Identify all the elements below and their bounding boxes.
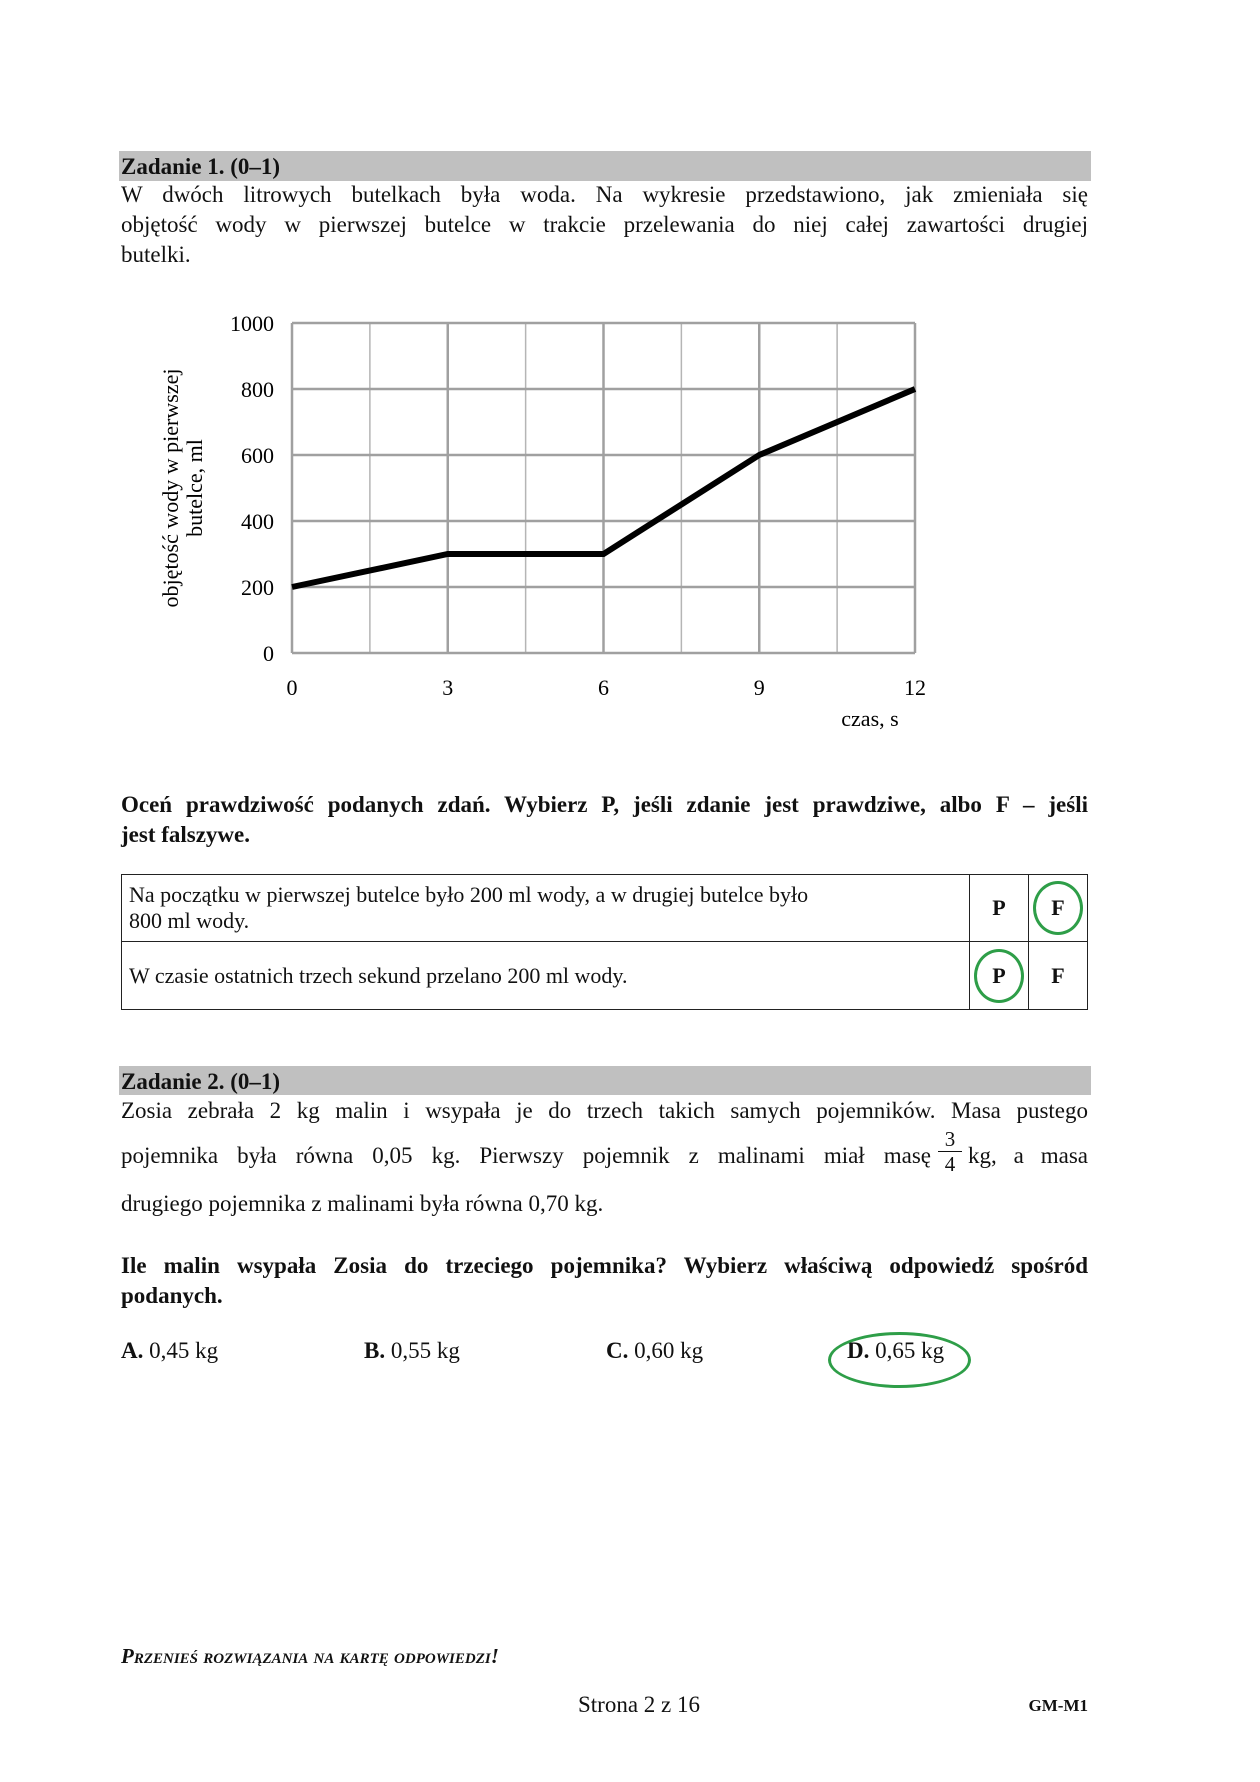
option-b[interactable]: B. 0,55 kg (364, 1338, 460, 1364)
option-a[interactable]: A. 0,45 kg (121, 1338, 218, 1364)
option-value: 0,45 kg (149, 1338, 219, 1363)
y-axis-label: objętość wody w pierwszej (158, 369, 183, 608)
intro-line: W dwóch litrowych butelkach była woda. N… (121, 182, 1088, 207)
y-tick-label: 1000 (230, 311, 274, 336)
x-axis-label: czas, s (841, 706, 898, 731)
fraction-three-quarters: 3 4 (938, 1127, 962, 1176)
intro-line: objętość wody w pierwszej butelce w trak… (121, 212, 1088, 237)
task2-line2: pojemnika była równa 0,05 kg. Pierwszy p… (121, 1143, 931, 1168)
x-tick-label: 9 (754, 675, 765, 700)
chart-ticks: 0 200 400 600 800 1000 0 3 6 9 12 (230, 311, 926, 700)
fraction-numerator: 3 (938, 1127, 962, 1152)
volume-chart: 0 200 400 600 800 1000 0 3 6 9 12 objętość wody w … (158, 311, 926, 731)
task2-line1: Zosia zebrała 2 kg malin i wsypała je do… (121, 1096, 1088, 1126)
table-row: W czasie ostatnich trzech sekund przelan… (121, 941, 1088, 1010)
statement-text: Na początku w pierwszej butelce było 200… (121, 874, 970, 942)
question-line: Ile malin wsypała Zosia do trzeciego poj… (121, 1253, 1088, 1278)
x-tick-label: 0 (287, 675, 298, 700)
option-value: 0,55 kg (390, 1338, 460, 1363)
task1-intro: W dwóch litrowych butelkach była woda. N… (121, 180, 1088, 270)
task2-line2-end: kg, a masa (968, 1143, 1088, 1168)
task2-text: Zosia zebrała 2 kg malin i wsypała je do… (121, 1098, 1088, 1123)
statement-line: 800 ml wody. (129, 908, 250, 933)
task2-line3: drugiego pojemnika z malinami była równa… (121, 1191, 604, 1216)
option-p[interactable]: P (969, 874, 1029, 942)
option-f[interactable]: F (1028, 941, 1088, 1010)
selection-oval (828, 1332, 971, 1388)
statement-text: W czasie ostatnich trzech sekund przelan… (121, 941, 970, 1010)
option-value: 0,60 kg (634, 1338, 704, 1363)
x-tick-label: 6 (598, 675, 609, 700)
option-letter: A. (121, 1338, 144, 1363)
task1-header: Zadanie 1. (0–1) (119, 151, 1091, 181)
y-tick-label: 600 (241, 443, 274, 468)
task2-header: Zadanie 2. (0–1) (119, 1066, 1091, 1095)
instruction-line: Oceń prawdziwość podanych zdań. Wybierz … (121, 792, 1088, 817)
intro-line: butelki. (121, 242, 191, 267)
option-c[interactable]: C. 0,60 kg (606, 1338, 703, 1364)
chart-grid (290, 321, 917, 655)
y-tick-label: 400 (241, 509, 274, 534)
page-number: Strona 2 z 16 (577, 1692, 700, 1717)
series-line (291, 386, 917, 590)
option-p[interactable]: P (969, 941, 1029, 1010)
f-label: F (1051, 962, 1065, 988)
exam-code: GM-M1 (1028, 1696, 1088, 1715)
x-tick-label: 12 (904, 675, 926, 700)
task2-question: Ile malin wsypała Zosia do trzeciego poj… (121, 1251, 1088, 1311)
y-tick-label: 800 (241, 377, 274, 402)
x-tick-label: 3 (442, 675, 453, 700)
fraction-denominator: 4 (944, 1152, 956, 1176)
true-false-table: Na początku w pierwszej butelce było 200… (121, 874, 1088, 1010)
instruction-line: jest falszywe. (121, 822, 251, 847)
selection-circle (974, 948, 1024, 1003)
y-axis-label: butelce, ml (182, 439, 207, 537)
question-line: podanych. (121, 1283, 223, 1308)
task1-instruction: Oceń prawdziwość podanych zdań. Wybierz … (121, 790, 1088, 850)
p-label: P (992, 895, 1006, 920)
table-row: Na początku w pierwszej butelce było 200… (121, 874, 1088, 942)
transfer-notice: Przenieś rozwiązania na kartę odpowiedzi… (121, 1644, 499, 1668)
statement-line: Na początku w pierwszej butelce było 200… (129, 882, 809, 907)
option-letter: B. (364, 1338, 386, 1363)
option-letter: C. (606, 1338, 629, 1363)
y-tick-label: 200 (241, 575, 274, 600)
selection-circle (1033, 881, 1083, 935)
y-tick-label: 0 (263, 641, 274, 666)
option-f[interactable]: F (1028, 874, 1088, 942)
